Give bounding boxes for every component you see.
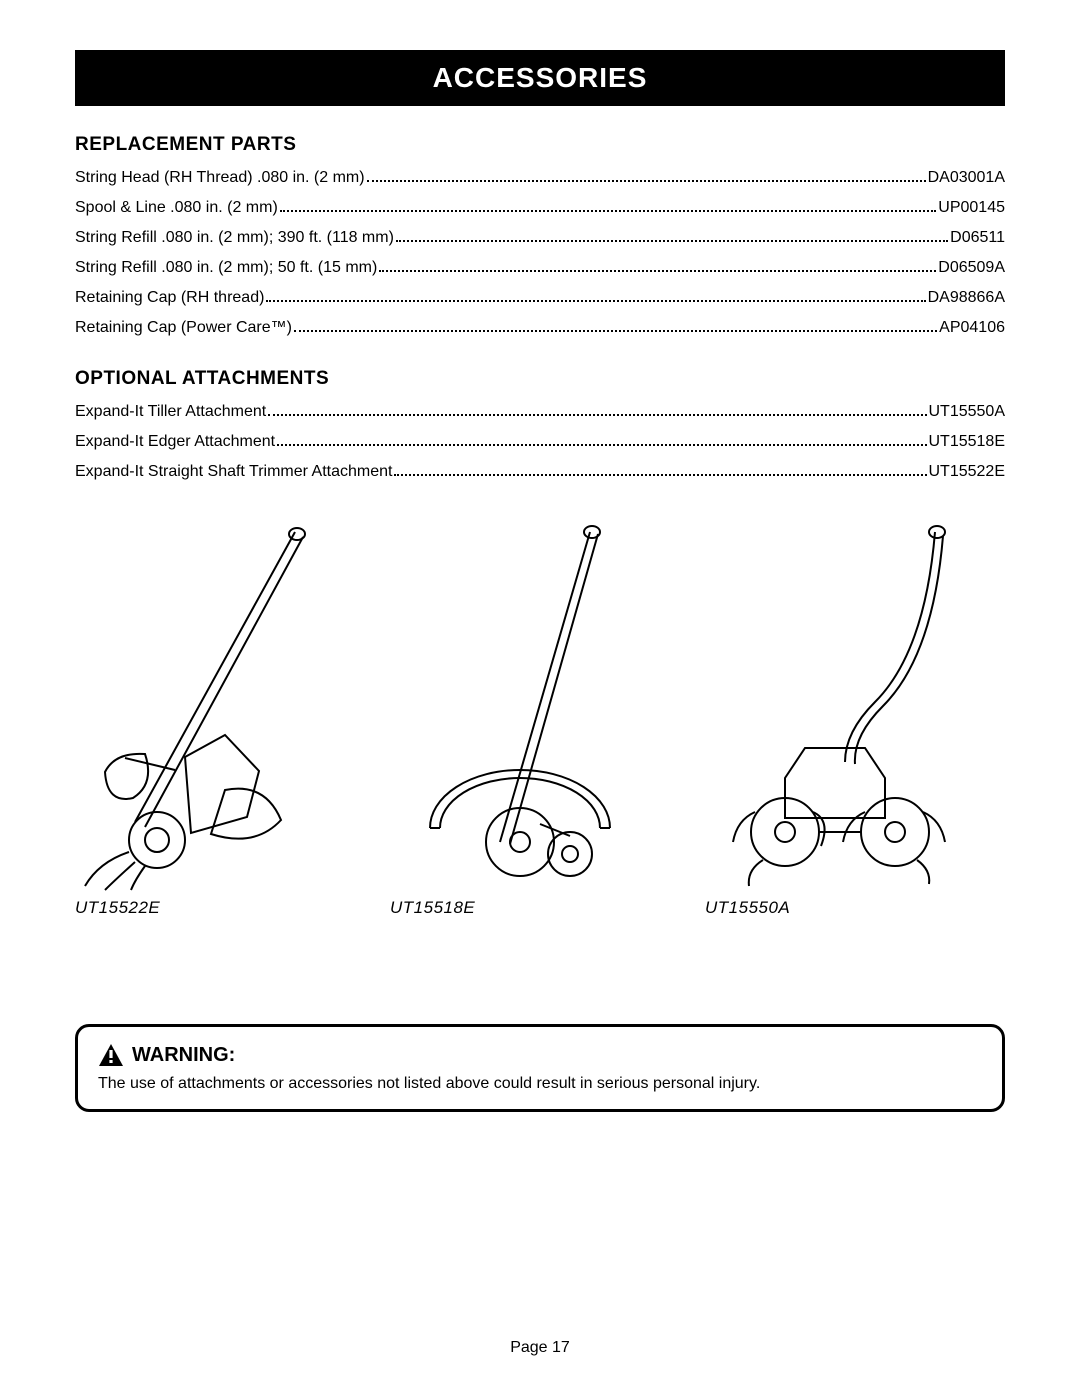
- manual-page: ACCESSORIES REPLACEMENT PARTS String Hea…: [0, 0, 1080, 1397]
- leader-dots: [268, 402, 926, 416]
- figure-caption: UT15518E: [390, 898, 475, 918]
- figure-edger: UT15518E: [390, 512, 690, 918]
- figure-caption: UT15522E: [75, 898, 160, 918]
- item-value: UT15518E: [929, 430, 1006, 454]
- item-value: DA03001A: [928, 166, 1005, 190]
- list-item: Retaining Cap (RH thread) DA98866A: [75, 286, 1005, 310]
- replacement-parts-heading: REPLACEMENT PARTS: [75, 134, 1005, 156]
- figure-trimmer: UT15522E: [75, 512, 375, 918]
- optional-attachments-heading: OPTIONAL ATTACHMENTS: [75, 368, 1005, 390]
- item-label: Retaining Cap (Power Care™): [75, 316, 292, 340]
- leader-dots: [280, 198, 937, 212]
- figure-caption: UT15550A: [705, 898, 790, 918]
- trimmer-icon: [75, 512, 355, 892]
- warning-box: WARNING: The use of attachments or acces…: [75, 1024, 1005, 1112]
- warning-header: WARNING:: [98, 1043, 982, 1067]
- item-label: String Head (RH Thread) .080 in. (2 mm): [75, 166, 365, 190]
- list-item: Spool & Line .080 in. (2 mm) UP00145: [75, 196, 1005, 220]
- list-item: Expand-It Tiller Attachment UT15550A: [75, 400, 1005, 424]
- item-value: UT15522E: [929, 460, 1006, 484]
- list-item: Expand-It Edger Attachment UT15518E: [75, 430, 1005, 454]
- item-value: DA98866A: [928, 286, 1005, 310]
- leader-dots: [379, 258, 936, 272]
- list-item: Retaining Cap (Power Care™) AP04106: [75, 316, 1005, 340]
- item-value: D06509A: [938, 256, 1005, 280]
- figure-tiller: UT15550A: [705, 512, 1005, 918]
- item-label: Expand-It Straight Shaft Trimmer Attachm…: [75, 460, 392, 484]
- item-label: String Refill .080 in. (2 mm); 390 ft. (…: [75, 226, 394, 250]
- leader-dots: [266, 288, 925, 302]
- item-label: Spool & Line .080 in. (2 mm): [75, 196, 278, 220]
- item-label: Expand-It Tiller Attachment: [75, 400, 266, 424]
- leader-dots: [394, 462, 926, 476]
- leader-dots: [277, 432, 926, 446]
- replacement-parts-list: String Head (RH Thread) .080 in. (2 mm) …: [75, 166, 1005, 340]
- warning-title: WARNING:: [132, 1044, 235, 1067]
- edger-icon: [390, 512, 670, 892]
- leader-dots: [294, 318, 937, 332]
- item-value: UT15550A: [929, 400, 1006, 424]
- item-label: Retaining Cap (RH thread): [75, 286, 264, 310]
- figures-row: UT15522E: [75, 512, 1005, 918]
- page-number: Page 17: [0, 1339, 1080, 1357]
- warning-body: The use of attachments or accessories no…: [98, 1075, 982, 1093]
- item-label: Expand-It Edger Attachment: [75, 430, 275, 454]
- leader-dots: [367, 168, 926, 182]
- list-item: String Head (RH Thread) .080 in. (2 mm) …: [75, 166, 1005, 190]
- list-item: String Refill .080 in. (2 mm); 50 ft. (1…: [75, 256, 1005, 280]
- list-item: Expand-It Straight Shaft Trimmer Attachm…: [75, 460, 1005, 484]
- item-value: UP00145: [938, 196, 1005, 220]
- list-item: String Refill .080 in. (2 mm); 390 ft. (…: [75, 226, 1005, 250]
- item-value: AP04106: [939, 316, 1005, 340]
- leader-dots: [396, 228, 948, 242]
- tiller-icon: [705, 512, 985, 892]
- page-title: ACCESSORIES: [75, 50, 1005, 106]
- optional-attachments-list: Expand-It Tiller Attachment UT15550A Exp…: [75, 400, 1005, 484]
- item-value: D06511: [950, 226, 1005, 250]
- warning-icon: [98, 1043, 124, 1067]
- item-label: String Refill .080 in. (2 mm); 50 ft. (1…: [75, 256, 377, 280]
